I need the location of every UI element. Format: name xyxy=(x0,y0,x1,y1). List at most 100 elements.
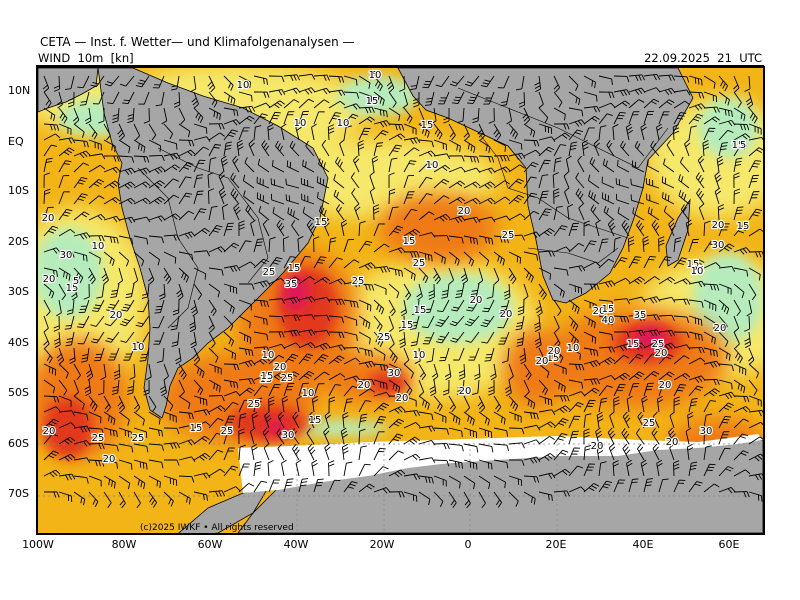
wind-barb xyxy=(523,149,541,157)
speed-label: 20 xyxy=(274,362,287,373)
wind-barb xyxy=(733,363,747,376)
wind-barb xyxy=(422,315,435,328)
wind-barb xyxy=(43,418,60,429)
wind-barb xyxy=(583,428,590,445)
wind-barb xyxy=(477,395,486,413)
wind-barb xyxy=(583,331,597,344)
wind-barb xyxy=(428,283,435,300)
wind-barb xyxy=(103,235,119,244)
wind-barb xyxy=(430,107,437,125)
wind-barb xyxy=(119,315,135,327)
wind-barb xyxy=(73,251,88,262)
calm-area xyxy=(698,98,758,158)
wind-barb xyxy=(553,363,567,375)
wind-barb xyxy=(645,178,660,189)
wind-barb xyxy=(193,472,211,479)
wind-barb xyxy=(403,267,416,281)
wind-barb xyxy=(673,112,687,125)
wind-barb xyxy=(163,363,169,381)
wind-barb xyxy=(373,243,390,253)
wind-barb xyxy=(553,132,571,141)
wind-barb xyxy=(733,331,740,349)
wind-barb xyxy=(598,461,607,477)
wind-barb xyxy=(733,188,741,205)
wind-barb xyxy=(552,172,559,189)
wind-barb xyxy=(467,91,480,105)
wind-barb xyxy=(583,261,601,269)
wind-barb xyxy=(208,225,223,237)
wind-barb xyxy=(703,378,720,386)
wind-barb xyxy=(371,155,379,173)
wind-barb xyxy=(637,443,645,461)
wind-barb xyxy=(373,347,386,361)
wind-barb xyxy=(333,189,345,205)
wind-barb xyxy=(452,91,465,104)
wind-barb xyxy=(253,238,264,253)
wind-barb xyxy=(143,379,150,396)
wind-barb xyxy=(208,417,224,429)
wind-barb xyxy=(238,240,252,253)
wind-barb xyxy=(553,490,570,497)
wind-barb xyxy=(208,283,220,298)
speed-label: 25 xyxy=(92,433,105,444)
wind-barb xyxy=(297,236,304,253)
wind-barb xyxy=(748,283,757,301)
wind-barb xyxy=(607,427,616,445)
wind-barb xyxy=(463,411,475,426)
wind-barb xyxy=(323,219,330,237)
speed-label: 20 xyxy=(43,274,56,285)
wind-barb xyxy=(192,347,201,365)
wind-barb xyxy=(53,75,61,92)
wind-barb xyxy=(748,137,763,141)
wind-barb xyxy=(613,236,621,253)
wind-barb xyxy=(583,360,601,368)
wind-barb xyxy=(480,315,495,328)
wind-barb xyxy=(238,428,245,445)
wind-barb xyxy=(43,172,50,189)
wind-barb xyxy=(457,107,465,124)
wind-barb xyxy=(388,315,394,333)
wind-barb xyxy=(388,91,397,108)
wind-barb xyxy=(358,283,375,291)
wind-barb xyxy=(193,146,210,157)
wind-barb xyxy=(673,100,691,109)
wind-barb xyxy=(636,220,645,237)
wind-barb xyxy=(538,491,553,502)
wind-barb xyxy=(493,491,502,508)
wind-barb xyxy=(703,299,717,312)
wind-barb xyxy=(298,110,309,125)
wind-barb xyxy=(673,344,691,350)
wind-barb xyxy=(103,123,111,141)
wind-barb xyxy=(58,175,70,189)
wind-barb xyxy=(358,360,376,368)
wind-barb xyxy=(268,100,285,109)
wind-barb xyxy=(358,378,375,386)
wind-barb xyxy=(403,436,421,445)
wind-barb xyxy=(42,75,50,93)
wind-barb xyxy=(358,262,376,270)
wind-barb xyxy=(58,160,72,173)
wind-barb xyxy=(43,315,49,333)
wind-barb xyxy=(463,216,481,224)
wind-barb xyxy=(583,445,592,461)
wind-barb xyxy=(253,258,270,269)
wind-barb xyxy=(358,91,372,103)
wind-barb xyxy=(433,267,441,285)
wind-barb xyxy=(73,193,88,205)
wind-barb xyxy=(483,91,495,105)
wind-barb xyxy=(403,491,418,502)
wind-barb xyxy=(117,267,124,285)
speed-label: 10 xyxy=(92,241,105,252)
wind-barb xyxy=(73,379,80,397)
wind-barb xyxy=(328,479,341,493)
wind-barb xyxy=(466,299,480,312)
wind-barb xyxy=(88,491,99,508)
wind-barb xyxy=(78,299,90,313)
wind-barb xyxy=(418,425,436,432)
wind-barb xyxy=(733,433,748,445)
wind-barb xyxy=(523,161,539,173)
wind-barb xyxy=(292,443,300,461)
wind-barb xyxy=(352,155,360,173)
wind-barb xyxy=(43,283,55,299)
